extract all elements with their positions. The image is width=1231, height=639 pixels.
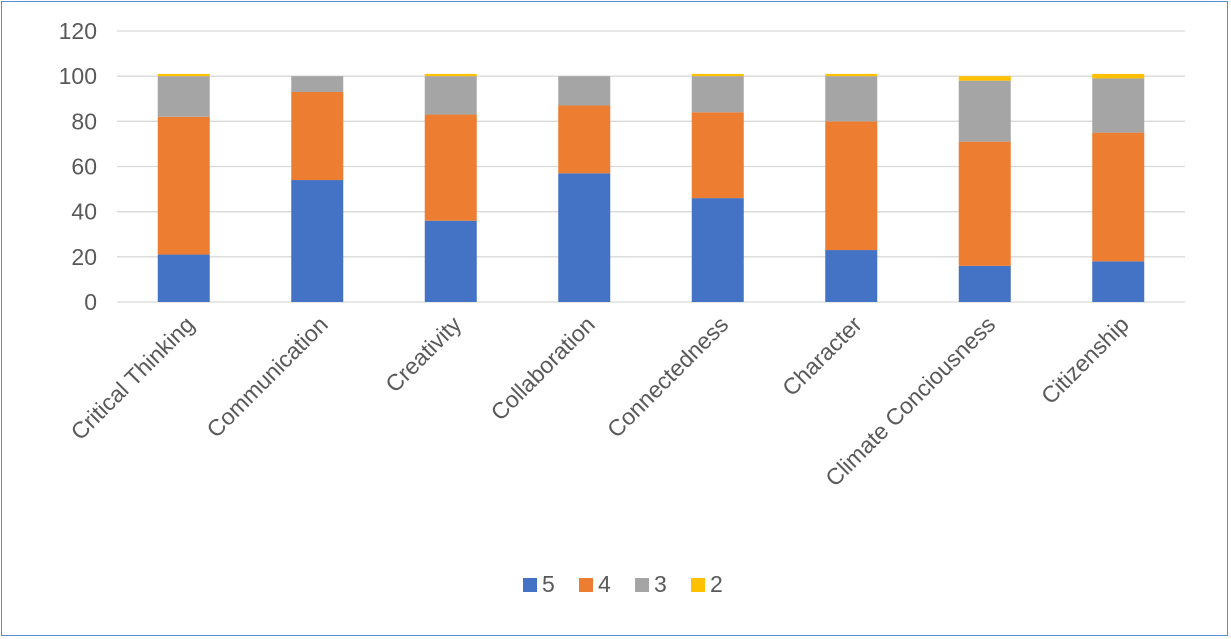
bar-segment-2 xyxy=(825,73,878,77)
bar-segment-4 xyxy=(958,141,1011,266)
y-tick-label: 20 xyxy=(71,244,97,270)
bar-segment-5 xyxy=(558,173,611,302)
bar-segment-3 xyxy=(424,76,477,115)
legend-label-3: 3 xyxy=(654,571,667,597)
bar-segment-4 xyxy=(825,121,878,251)
bar-segment-4 xyxy=(558,105,611,174)
bar-segment-4 xyxy=(157,116,210,255)
bar-segment-3 xyxy=(1092,78,1145,133)
legend-label-2: 2 xyxy=(710,571,723,597)
x-category-label: Citizenship xyxy=(1036,311,1134,409)
legend-swatch-2 xyxy=(691,578,705,592)
bars xyxy=(157,73,1145,302)
x-category-label: Creativity xyxy=(380,311,467,398)
legend: 5 4 3 2 xyxy=(523,571,723,597)
bar-segment-3 xyxy=(291,76,344,92)
x-category-label: Critical Thinking xyxy=(65,311,199,445)
bar-segment-3 xyxy=(558,76,611,106)
bar-segment-2 xyxy=(958,76,1011,81)
x-category-label: Communication xyxy=(201,311,332,442)
bar-segment-5 xyxy=(157,254,210,302)
bar-segment-3 xyxy=(157,76,210,117)
y-axis-ticks: 0 20 40 60 80 100 120 xyxy=(59,18,97,315)
y-tick-label: 0 xyxy=(84,289,97,315)
bar-segment-5 xyxy=(424,220,477,302)
bar-segment-2 xyxy=(1092,73,1145,79)
legend-swatch-5 xyxy=(523,578,537,592)
bar-segment-3 xyxy=(958,80,1011,142)
bar-segment-4 xyxy=(424,114,477,221)
legend-swatch-4 xyxy=(579,578,593,592)
y-tick-label: 40 xyxy=(71,199,97,225)
bar-segment-4 xyxy=(691,112,744,199)
bar-segment-3 xyxy=(691,76,744,113)
x-axis-labels: Critical Thinking Communication Creativity… xyxy=(65,311,1133,492)
y-tick-label: 120 xyxy=(59,18,97,44)
bar-segment-4 xyxy=(1092,132,1145,262)
bar-segment-5 xyxy=(1092,261,1145,302)
x-category-label: Connectedness xyxy=(602,311,733,442)
gridlines xyxy=(117,30,1185,303)
x-category-label: Collaboration xyxy=(486,311,600,425)
bar-segment-2 xyxy=(691,73,744,77)
bar-segment-3 xyxy=(825,76,878,122)
bar-segment-5 xyxy=(691,198,744,302)
bar-segment-5 xyxy=(825,250,878,302)
legend-label-4: 4 xyxy=(598,571,611,597)
y-tick-label: 100 xyxy=(59,63,97,89)
legend-swatch-3 xyxy=(635,578,649,592)
bar-segment-5 xyxy=(291,180,344,302)
bar-segment-2 xyxy=(424,73,477,77)
x-category-label: Character xyxy=(777,311,867,401)
y-tick-label: 60 xyxy=(71,154,97,180)
y-tick-label: 80 xyxy=(71,108,97,134)
bar-segment-4 xyxy=(291,91,344,181)
legend-label-5: 5 xyxy=(542,571,555,597)
bar-segment-2 xyxy=(157,73,210,77)
bar-segment-5 xyxy=(958,265,1011,302)
